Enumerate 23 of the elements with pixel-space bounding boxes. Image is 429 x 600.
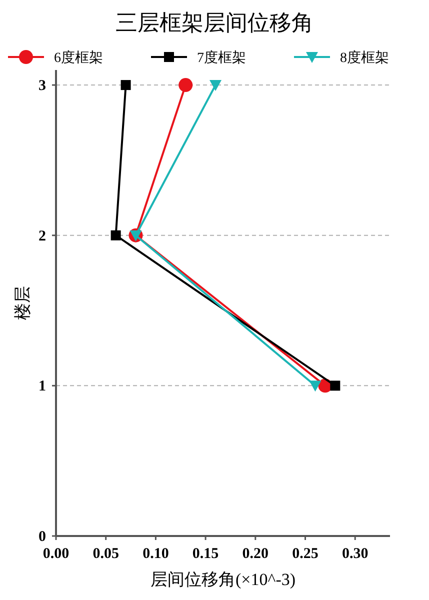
y-tick-label: 1 <box>38 378 46 395</box>
legend-label: 8度框架 <box>340 50 389 66</box>
x-tick-label: 0.25 <box>292 546 318 562</box>
x-tick-label: 0.30 <box>342 546 368 562</box>
chart-title: 三层框架层间位移角 <box>116 10 314 35</box>
x-tick-label: 0.10 <box>142 546 169 562</box>
x-tick-label: 0.15 <box>192 546 219 562</box>
point <box>178 78 193 92</box>
x-tick-label: 0.20 <box>242 546 269 562</box>
point <box>110 230 121 240</box>
y-tick-label: 0 <box>38 529 46 545</box>
legend-label: 6度框架 <box>54 50 103 66</box>
point <box>309 380 322 392</box>
point <box>210 80 222 92</box>
point <box>330 380 340 391</box>
point <box>120 80 131 90</box>
x-axis-title: 层间位移角(×10^-3) <box>150 570 296 589</box>
x-tick-label: 0.05 <box>92 546 119 562</box>
x-tick-label: 0.00 <box>42 546 70 562</box>
legend-label: 7度框架 <box>197 50 246 66</box>
y-axis-title: 楼层 <box>13 286 32 320</box>
y-tick-label: 3 <box>38 78 46 94</box>
y-tick-label: 2 <box>38 228 46 244</box>
